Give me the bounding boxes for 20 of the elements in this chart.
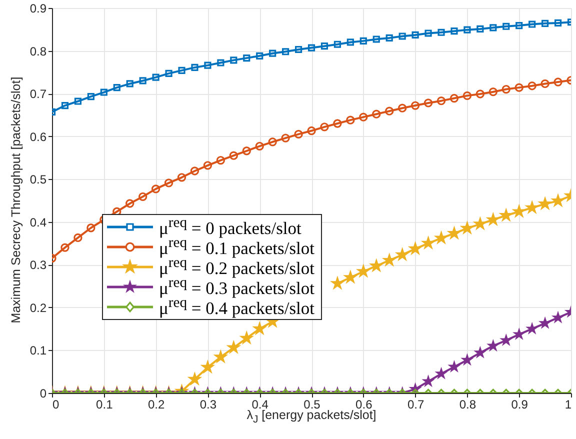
x-tick-label: 0.1 <box>96 398 114 412</box>
y-tick-label: 0.7 <box>30 87 47 102</box>
x-tick-label: 0.7 <box>407 398 424 412</box>
y-tick-label: 0 <box>40 386 47 400</box>
x-tick-label: 1 <box>564 398 572 412</box>
y-tick-label: 0.3 <box>30 258 47 272</box>
y-axis-title: Maximum Secrecy Throughput [packets/slot] <box>9 76 23 324</box>
x-tick-label: 0.3 <box>200 398 217 412</box>
y-tick-label: 0.5 <box>30 172 47 187</box>
x-tick-label: 0.8 <box>459 398 476 412</box>
y-tick-label: 0.9 <box>30 2 47 16</box>
y-tick-label: 0.4 <box>30 215 47 230</box>
y-tick-label: 0.8 <box>30 44 47 58</box>
x-tick-label: 0.2 <box>148 398 165 412</box>
x-tick-label: 0 <box>52 398 60 412</box>
legend-label: μ$^{req}$ = 0 packets/slot <box>159 215 302 239</box>
x-tick-label: 0.9 <box>511 398 528 412</box>
y-tick-label: 0.1 <box>30 344 47 358</box>
y-tick-label: 0.6 <box>30 130 47 144</box>
y-tick-label: 0.2 <box>30 300 47 315</box>
